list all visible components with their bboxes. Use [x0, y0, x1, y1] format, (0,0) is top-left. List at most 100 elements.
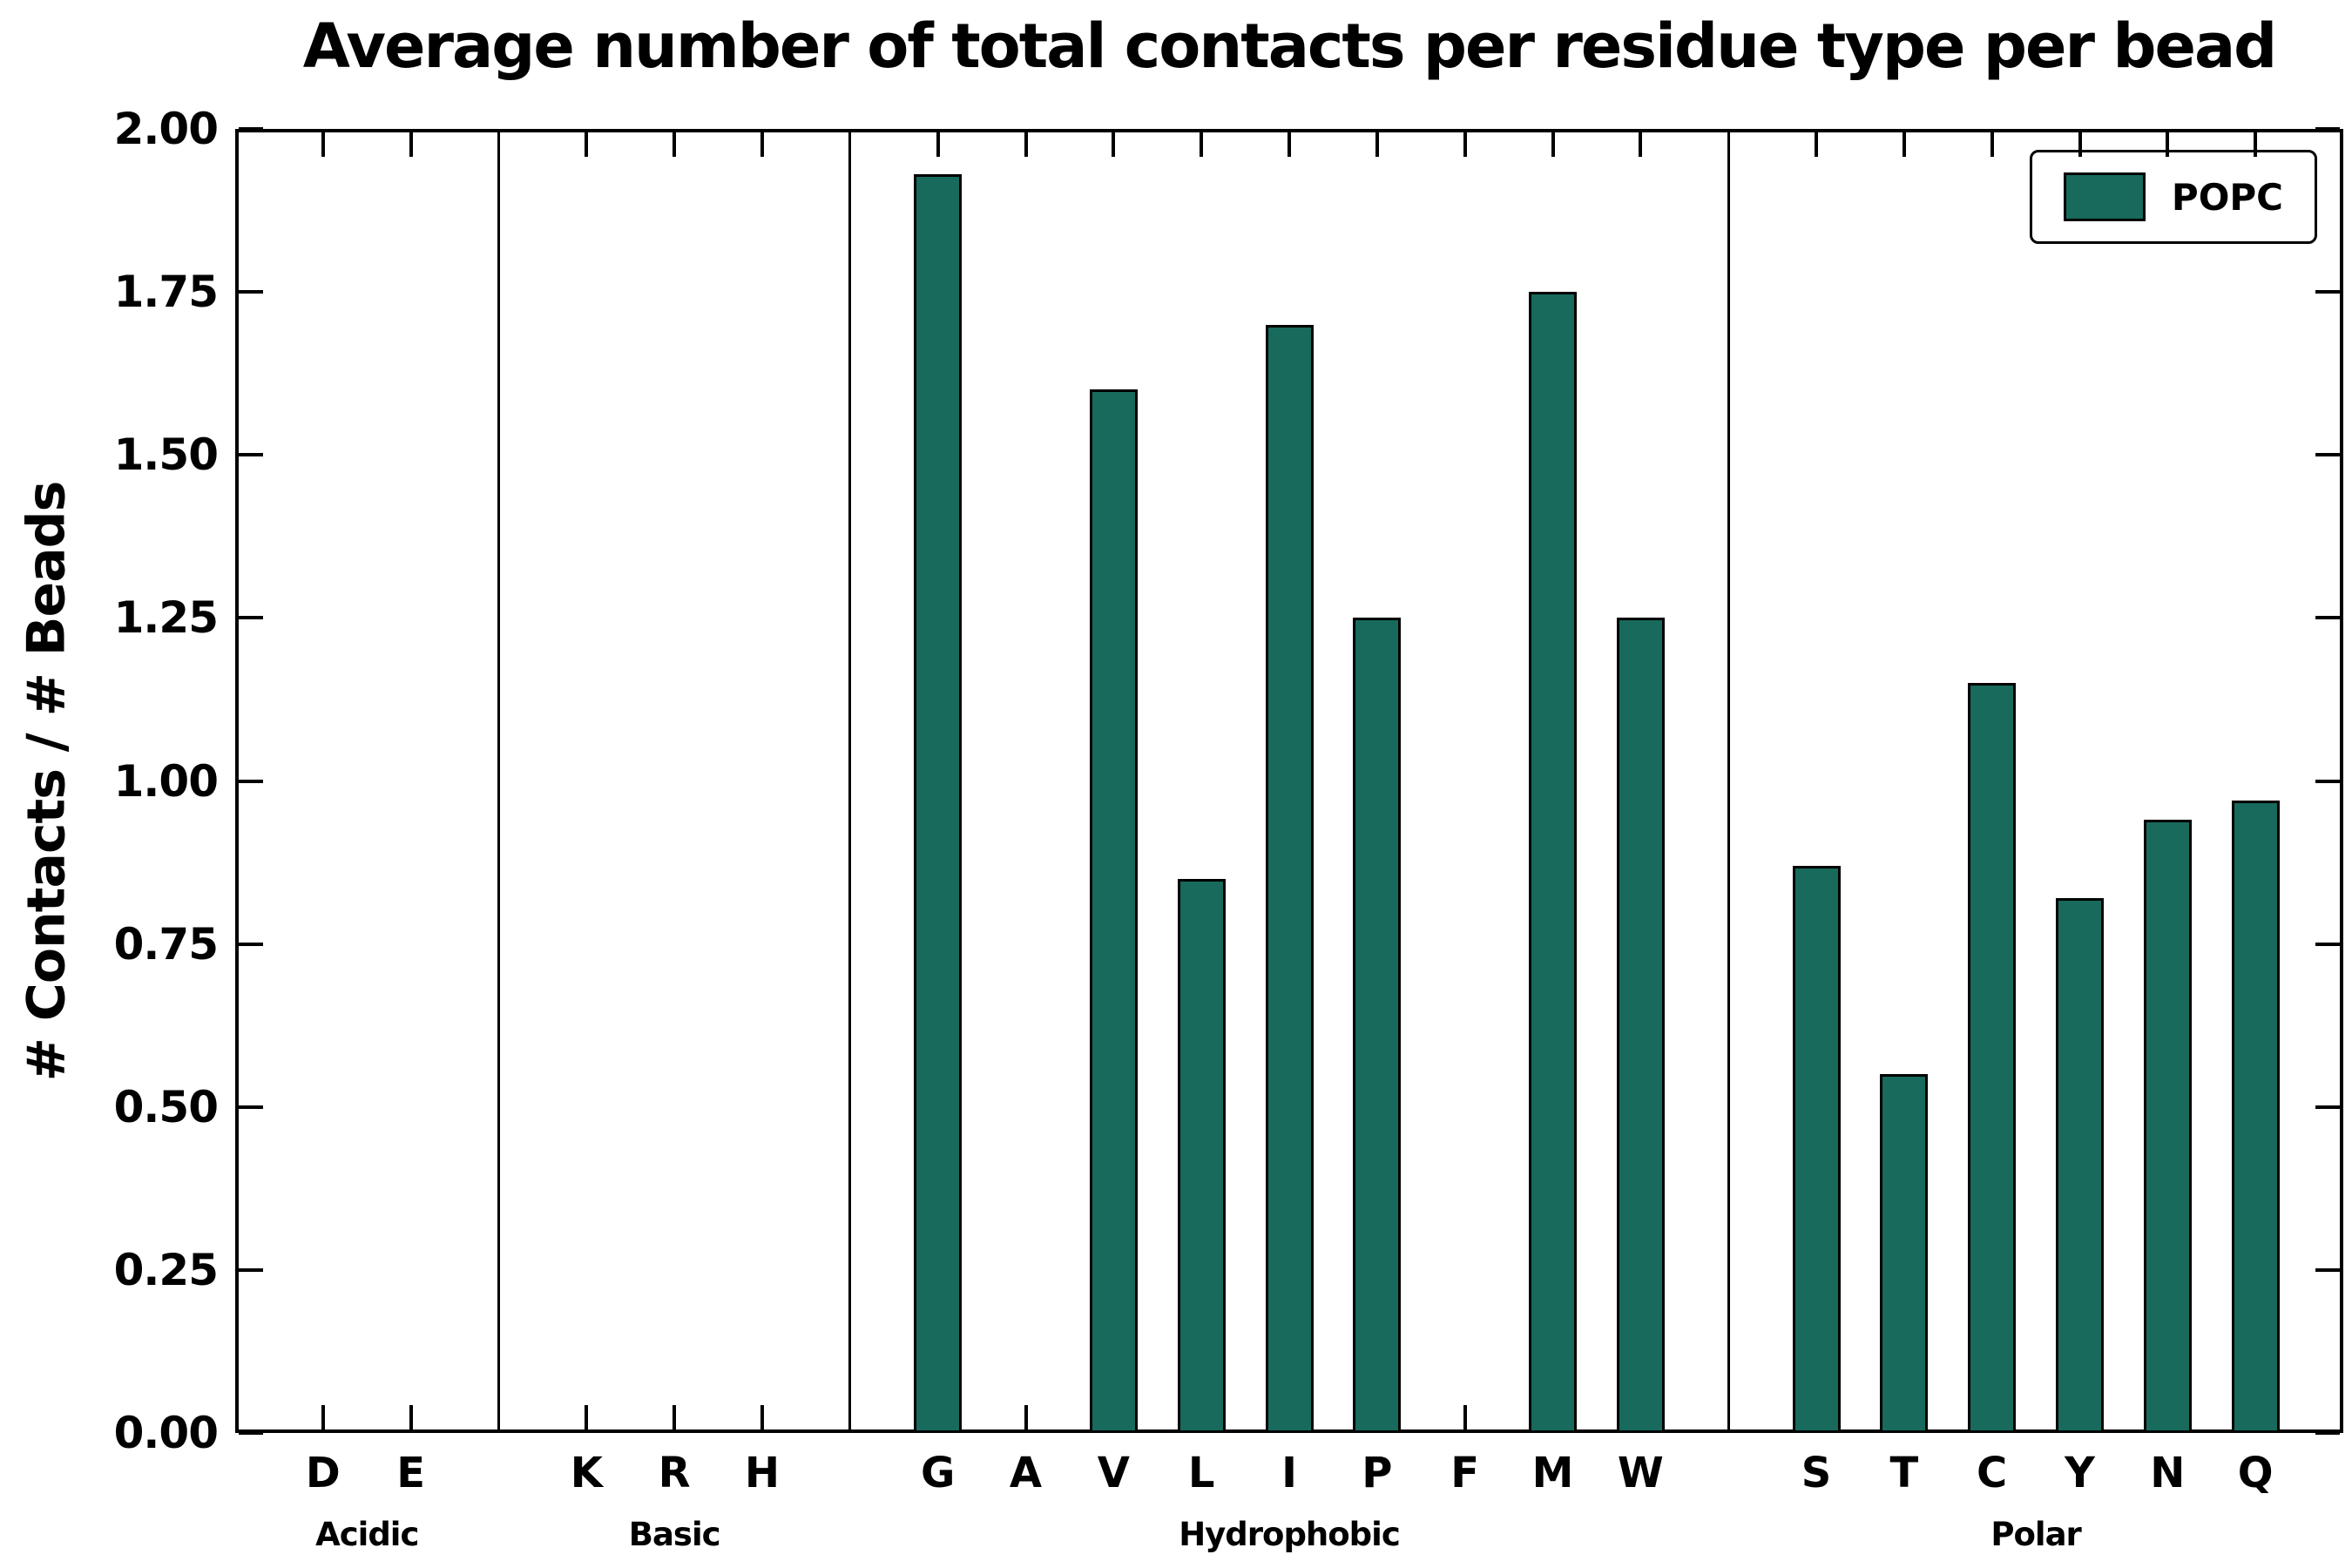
y-tick-label: 1.25 — [113, 592, 219, 644]
x-tick-label-Q: Q — [2237, 1449, 2274, 1497]
group-divider — [497, 129, 500, 1433]
bar-N — [2143, 820, 2192, 1433]
y-tick-left — [239, 779, 263, 783]
bar-I — [1265, 324, 1314, 1433]
y-tick-label: 0.00 — [113, 1408, 219, 1458]
bar-V — [1089, 389, 1138, 1433]
group-label-acidic: Acidic — [315, 1516, 419, 1553]
bar-M — [1529, 292, 1577, 1433]
x-tick-label-Y: Y — [2065, 1449, 2095, 1497]
x-tick-label-M: M — [1531, 1449, 1574, 1497]
legend: POPC — [2029, 150, 2317, 244]
bar-H — [738, 1430, 787, 1433]
x-tick-label-P: P — [1362, 1449, 1393, 1497]
x-tick-top — [321, 132, 325, 157]
bar-F — [1441, 1430, 1490, 1433]
x-tick-top — [409, 132, 413, 157]
bar-R — [650, 1430, 699, 1433]
x-tick-top — [936, 132, 940, 157]
y-tick-right — [2315, 1105, 2340, 1109]
y-tick-right — [2315, 290, 2340, 294]
y-tick-left — [239, 1267, 263, 1272]
bar-C — [1968, 683, 2017, 1433]
x-tick-label-T: T — [1889, 1449, 1919, 1497]
x-tick-bottom — [672, 1405, 677, 1429]
y-tick-label: 1.00 — [113, 755, 219, 807]
x-tick-label-N: N — [2150, 1449, 2186, 1497]
x-tick-label-H: H — [744, 1449, 781, 1497]
x-tick-top — [1902, 132, 1906, 157]
group-label-polar: Polar — [1990, 1516, 2081, 1553]
y-tick-right — [2315, 942, 2340, 946]
y-tick-label: 0.50 — [113, 1081, 219, 1132]
x-tick-bottom — [321, 1405, 325, 1429]
bar-E — [387, 1430, 436, 1433]
x-tick-top — [2078, 132, 2082, 157]
x-tick-label-L: L — [1187, 1449, 1215, 1497]
x-tick-label-G: G — [920, 1449, 956, 1497]
x-tick-top — [1024, 132, 1028, 157]
y-tick-left — [239, 127, 263, 131]
x-tick-label-K: K — [570, 1449, 603, 1497]
bar-L — [1177, 878, 1226, 1433]
x-tick-label-A: A — [1009, 1449, 1043, 1497]
y-tick-right — [2315, 127, 2340, 131]
group-label-hydrophobic: Hydrophobic — [1179, 1516, 1401, 1553]
y-tick-label: 0.25 — [113, 1244, 219, 1295]
group-divider — [1727, 129, 1730, 1433]
y-tick-left — [239, 290, 263, 294]
x-tick-top — [2254, 132, 2258, 157]
y-tick-right — [2315, 1267, 2340, 1272]
x-tick-bottom — [1024, 1405, 1028, 1429]
x-tick-top — [1112, 132, 1116, 157]
y-tick-label: 1.50 — [113, 429, 219, 481]
x-tick-top — [1375, 132, 1379, 157]
y-tick-left — [239, 1431, 263, 1435]
bar-T — [1880, 1074, 1929, 1433]
x-tick-bottom — [585, 1405, 589, 1429]
y-tick-left — [239, 616, 263, 620]
x-tick-label-R: R — [658, 1449, 691, 1497]
x-tick-label-V: V — [1097, 1449, 1130, 1497]
y-tick-label: 0.75 — [113, 918, 219, 970]
y-tick-right — [2315, 616, 2340, 620]
bar-G — [914, 174, 963, 1433]
x-tick-top — [1551, 132, 1555, 157]
y-tick-label: 1.75 — [113, 267, 219, 318]
y-tick-label: 2.00 — [113, 104, 219, 154]
x-tick-label-C: C — [1977, 1449, 2008, 1497]
chart-title: Average number of total contacts per res… — [302, 10, 2278, 82]
y-tick-right — [2315, 453, 2340, 457]
y-tick-right — [2315, 779, 2340, 783]
group-divider — [848, 129, 852, 1433]
bar-Y — [2056, 898, 2104, 1433]
x-tick-label-I: I — [1281, 1449, 1297, 1497]
bar-P — [1353, 618, 1402, 1433]
x-tick-label-F: F — [1450, 1449, 1480, 1497]
x-tick-bottom — [1463, 1405, 1467, 1429]
x-tick-label-W: W — [1617, 1449, 1664, 1497]
group-label-basic: Basic — [628, 1516, 721, 1553]
x-tick-label-S: S — [1801, 1449, 1832, 1497]
x-tick-top — [1200, 132, 1204, 157]
bar-Q — [2231, 800, 2280, 1433]
x-tick-top — [672, 132, 677, 157]
x-tick-top — [1990, 132, 1994, 157]
x-tick-top — [2166, 132, 2170, 157]
legend-swatch-popc — [2063, 172, 2146, 221]
x-tick-top — [1463, 132, 1467, 157]
x-tick-top — [1288, 132, 1291, 157]
bar-A — [1002, 1430, 1050, 1433]
x-tick-label-E: E — [396, 1449, 426, 1497]
y-tick-left — [239, 942, 263, 946]
legend-label: POPC — [2171, 175, 2283, 219]
x-tick-top — [1639, 132, 1643, 157]
y-tick-right — [2315, 1431, 2340, 1435]
y-tick-left — [239, 453, 263, 457]
bar-S — [1792, 865, 1841, 1433]
bar-W — [1616, 618, 1665, 1433]
x-tick-top — [585, 132, 589, 157]
bar-D — [299, 1430, 348, 1433]
x-tick-top — [1815, 132, 1818, 157]
